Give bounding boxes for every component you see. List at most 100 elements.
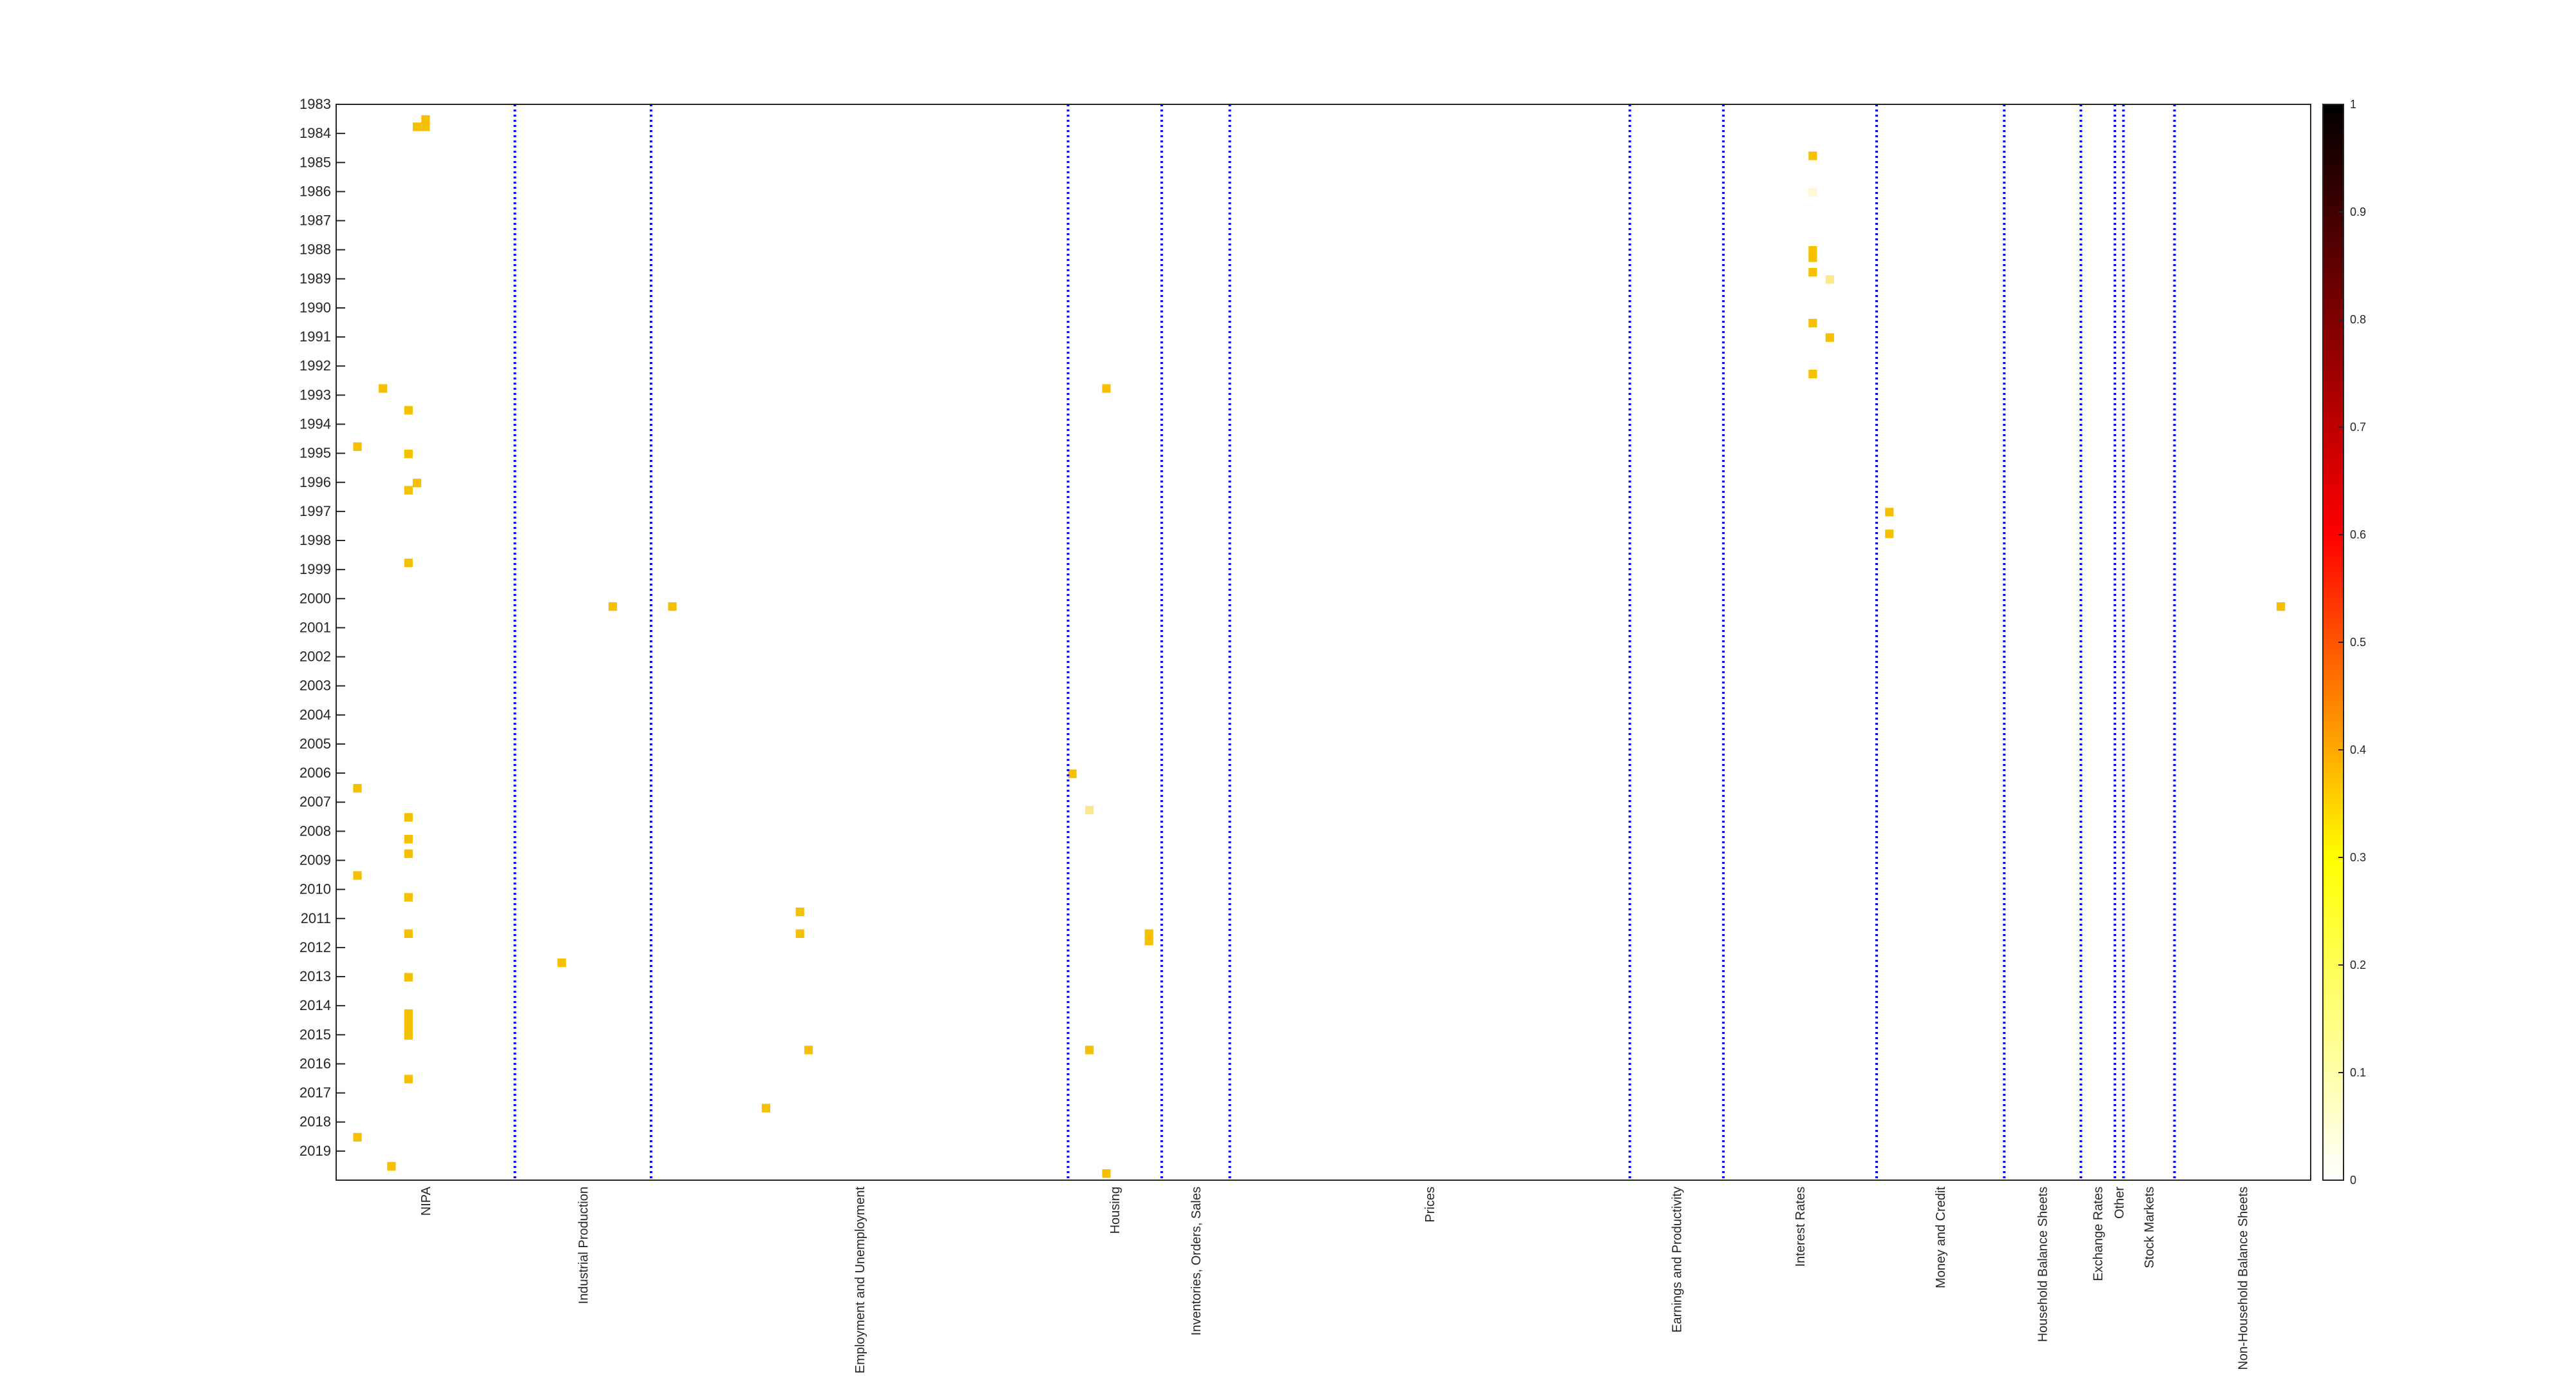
heatmap-cell bbox=[1808, 318, 1817, 328]
y-tick-label: 2018 bbox=[299, 1114, 331, 1130]
heatmap-cell bbox=[353, 1132, 362, 1142]
y-tick-label: 2009 bbox=[299, 852, 331, 868]
y-tick-label: 1992 bbox=[299, 358, 331, 374]
x-group-label: Other bbox=[2113, 1187, 2127, 1219]
x-axis-group-labels: NIPA Industrial Production Employment and … bbox=[419, 1186, 2251, 1373]
heatmap-cell bbox=[404, 849, 413, 858]
y-tick-label: 1996 bbox=[299, 474, 331, 490]
y-tick-label: 2012 bbox=[299, 939, 331, 955]
x-group-label: Prices bbox=[1423, 1187, 1437, 1223]
heatmap-cell bbox=[1085, 1046, 1094, 1055]
x-group-label: Exchange Rates bbox=[2092, 1187, 2106, 1281]
heatmap-cell bbox=[1144, 929, 1153, 938]
heatmap-cell bbox=[795, 907, 804, 917]
heatmap-cell bbox=[668, 602, 677, 611]
heatmap-cell bbox=[1085, 805, 1094, 815]
heatmap-cell bbox=[379, 384, 388, 393]
y-tick-label: 2015 bbox=[299, 1026, 331, 1042]
y-tick-label: 1984 bbox=[299, 125, 331, 141]
heatmap-cell bbox=[761, 1104, 770, 1113]
y-tick-label: 2006 bbox=[299, 765, 331, 781]
heatmap-cell bbox=[412, 479, 422, 488]
y-tick-label: 2013 bbox=[299, 968, 331, 984]
heatmap-cell bbox=[1144, 937, 1153, 946]
heatmap-cell bbox=[404, 1017, 413, 1026]
x-group-label: Industrial Production bbox=[576, 1187, 591, 1304]
heatmap-cell bbox=[1808, 267, 1817, 277]
y-tick-label: 2007 bbox=[299, 794, 331, 810]
x-group-label: Inventories, Orders, Sales bbox=[1189, 1187, 1204, 1335]
plot-area bbox=[336, 104, 2311, 1181]
y-tick-label: 2000 bbox=[299, 590, 331, 606]
y-tick-label: 1995 bbox=[299, 445, 331, 461]
heatmap-cell bbox=[404, 835, 413, 844]
heatmap-cell bbox=[1808, 253, 1817, 262]
heatmap-cell bbox=[1102, 384, 1111, 393]
heatmap-cell bbox=[795, 929, 804, 938]
y-tick-label: 1988 bbox=[299, 242, 331, 258]
y-tick-label: 1998 bbox=[299, 532, 331, 548]
heatmap-cell bbox=[1885, 530, 1894, 539]
heatmap-cell bbox=[421, 122, 430, 131]
heatmap-cell bbox=[404, 893, 413, 902]
x-group-label: Earnings and Productivity bbox=[1670, 1187, 1684, 1333]
heatmap-cell bbox=[404, 973, 413, 982]
colorbar-tick-label: 0.5 bbox=[2350, 636, 2366, 649]
x-group-label: Non-Household Balance Sheets bbox=[2236, 1187, 2250, 1370]
colorbar-tick-label: 0.2 bbox=[2350, 959, 2366, 971]
x-group-label: Money and Credit bbox=[1934, 1187, 1948, 1288]
heatmap-cell bbox=[404, 813, 413, 822]
y-axis-ticks: 1983 1984 1985 1986 1987 1988 1989 1990 1991 1992… bbox=[299, 96, 345, 1159]
heatmap-cell bbox=[1068, 769, 1077, 778]
heatmap-cell bbox=[557, 958, 566, 968]
heatmap-cell bbox=[1102, 1169, 1111, 1178]
y-tick-label: 1993 bbox=[299, 387, 331, 403]
heatmap-cell bbox=[404, 406, 413, 415]
y-tick-label: 1994 bbox=[299, 416, 331, 432]
heatmap-cell bbox=[387, 1161, 396, 1171]
y-tick-label: 1990 bbox=[299, 300, 331, 316]
heatmap-cell bbox=[804, 1046, 813, 1055]
heatmap-cell bbox=[404, 1031, 413, 1040]
y-tick-label: 1986 bbox=[299, 183, 331, 199]
y-tick-label: 2005 bbox=[299, 736, 331, 752]
colorbar-tick-label: 0.9 bbox=[2350, 205, 2366, 218]
y-tick-label: 2011 bbox=[301, 910, 331, 926]
y-tick-label: 2017 bbox=[299, 1085, 331, 1101]
x-group-label: Stock Markets bbox=[2143, 1187, 2157, 1268]
heatmap-cell bbox=[1825, 275, 1834, 284]
heatmap-cell bbox=[404, 1075, 413, 1084]
heatmap-cell bbox=[1808, 151, 1817, 160]
heatmap-cell bbox=[404, 486, 413, 495]
y-tick-label: 2008 bbox=[299, 823, 331, 839]
y-tick-label: 2010 bbox=[299, 881, 331, 897]
heatmap-cells bbox=[353, 115, 2286, 1178]
y-tick-label: 1989 bbox=[299, 271, 331, 287]
colorbar-tick-label: 0.4 bbox=[2350, 743, 2366, 756]
heatmap-cell bbox=[1825, 333, 1834, 342]
colorbar-tick-label: 1 bbox=[2350, 98, 2356, 111]
y-tick-label: 1987 bbox=[299, 213, 331, 229]
heatmap-cell bbox=[353, 784, 362, 793]
heatmap-cell bbox=[412, 122, 422, 131]
heatmap-cell bbox=[608, 602, 618, 611]
y-tick-label: 2004 bbox=[299, 707, 331, 723]
heatmap-cell bbox=[404, 559, 413, 568]
colorbar-tick-label: 0.7 bbox=[2350, 421, 2366, 434]
y-tick-label: 2016 bbox=[299, 1055, 331, 1071]
x-group-label: Employment and Unemployment bbox=[853, 1187, 867, 1374]
x-group-label: Household Balance Sheets bbox=[2036, 1187, 2050, 1342]
heatmap-cell bbox=[421, 115, 430, 124]
colorbar-tick-label: 0.3 bbox=[2350, 851, 2366, 864]
colorbar-tick-label: 0 bbox=[2350, 1174, 2356, 1187]
x-group-label: Housing bbox=[1108, 1187, 1122, 1234]
heatmap-cell bbox=[353, 871, 362, 880]
x-group-label: Interest Rates bbox=[1794, 1187, 1808, 1267]
group-separators bbox=[513, 104, 2176, 1180]
colorbar-tick-label: 0.8 bbox=[2350, 313, 2366, 326]
y-tick-label: 1983 bbox=[299, 96, 331, 112]
y-tick-label: 2019 bbox=[299, 1143, 331, 1159]
colorbar-tick-label: 0.6 bbox=[2350, 528, 2366, 541]
y-tick-label: 2014 bbox=[299, 997, 331, 1013]
